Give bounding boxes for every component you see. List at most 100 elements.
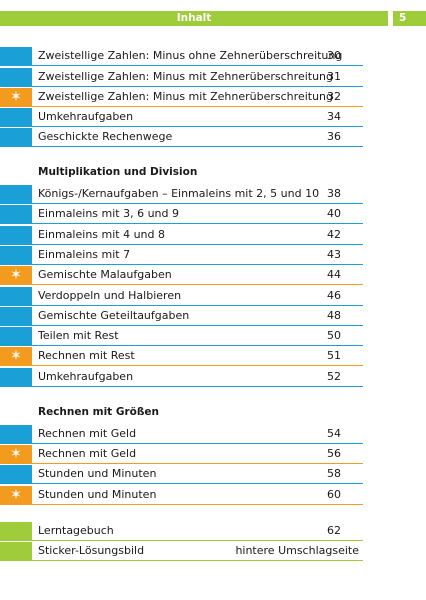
blue-marker: [0, 205, 32, 224]
toc-entry-page: 43: [327, 248, 341, 261]
divider: [32, 345, 363, 346]
divider: [32, 365, 363, 366]
toc-entry: Rechnen mit Geld 54: [0, 425, 363, 444]
toc-entry: Lerntagebuch 62: [0, 522, 363, 541]
divider: [32, 483, 363, 484]
toc-entry-page: 56: [327, 447, 341, 460]
divider: [32, 223, 363, 224]
toc-entry-label: Zweistellige Zahlen: Minus mit Zehnerübe…: [38, 70, 334, 83]
toc-entry-label: Rechnen mit Rest: [38, 349, 135, 362]
toc-entry-page: 31: [327, 70, 341, 83]
toc-entry: ✶ Gemischte Malaufgaben 44: [0, 266, 363, 285]
page-number: 5: [399, 12, 407, 24]
blue-marker: [0, 108, 32, 127]
toc-entry: Königs-/Kernaufgaben – Einmaleins mit 2,…: [0, 185, 363, 204]
toc-entry-label: Sticker-Lösungsbild: [38, 544, 145, 557]
toc-entry-page: 48: [327, 309, 341, 322]
toc-entry: Einmaleins mit 7 43: [0, 246, 363, 265]
divider: [32, 540, 363, 541]
divider: [32, 325, 363, 326]
divider: [32, 106, 363, 107]
toc-entry-page: 34: [327, 110, 341, 123]
toc-entry-label: Geschickte Rechenwege: [38, 130, 173, 143]
toc-entry-page: 50: [327, 329, 341, 342]
toc-entry-label: Rechnen mit Geld: [38, 447, 137, 460]
blue-marker: [0, 327, 32, 346]
toc-entry: ✶ Rechnen mit Geld 56: [0, 445, 363, 464]
toc-entry-label: Verdoppeln und Halbieren: [38, 289, 182, 302]
toc-entry: Teilen mit Rest 50: [0, 327, 363, 346]
star-icon: ✶: [10, 446, 22, 462]
toc-entry-page: 51: [327, 349, 341, 362]
toc-entry-label: Einmaleins mit 4 und 8: [38, 228, 166, 241]
toc-entry-label: Königs-/Kernaufgaben – Einmaleins mit 2,…: [38, 187, 320, 200]
blue-marker: [0, 246, 32, 265]
divider: [32, 126, 363, 127]
blue-marker: [0, 465, 32, 484]
orange-marker: ✶: [0, 486, 32, 505]
toc-entry-page: 52: [327, 370, 341, 383]
toc-entry-label: Stunden und Minuten: [38, 467, 157, 480]
toc-entry: ✶ Zweistellige Zahlen: Minus mit Zehnerüb…: [0, 88, 363, 107]
toc-entry-label: Gemischte Malaufgaben: [38, 268, 172, 281]
orange-marker: ✶: [0, 88, 32, 107]
star-icon: ✶: [10, 487, 22, 503]
toc-entry: Umkehraufgaben 34: [0, 108, 363, 127]
divider: [32, 386, 363, 387]
toc-entry-label: Gemischte Geteiltaufgaben: [38, 309, 190, 322]
toc-entry-label: Stunden und Minuten: [38, 488, 157, 501]
toc-entry-page: 44: [327, 268, 341, 281]
toc-entry: Umkehraufgaben 52: [0, 368, 363, 387]
blue-marker: [0, 226, 32, 245]
orange-marker: ✶: [0, 266, 32, 285]
toc-entry: Zweistellige Zahlen: Minus ohne Zehnerüb…: [0, 47, 363, 66]
divider: [32, 560, 363, 561]
toc-entry: Gemischte Geteiltaufgaben 48: [0, 307, 363, 326]
toc-entry: ✶ Rechnen mit Rest 51: [0, 347, 363, 366]
page-number-box: 5: [393, 11, 426, 26]
divider: [32, 264, 363, 265]
orange-marker: ✶: [0, 445, 32, 464]
blue-marker: [0, 425, 32, 444]
toc-entry-page: 62: [327, 524, 341, 537]
toc-entry: Sticker-Lösungsbild hintere Umschlagseite: [0, 542, 363, 561]
toc-entry-page: 42: [327, 228, 341, 241]
blue-marker: [0, 128, 32, 147]
toc-entry-page: 38: [327, 187, 341, 200]
toc-entry: Verdoppeln und Halbieren 46: [0, 287, 363, 306]
green-marker: [0, 542, 32, 561]
divider: [32, 86, 363, 87]
toc-entry-label: Zweistellige Zahlen: Minus mit Zehnerübe…: [38, 90, 334, 103]
blue-marker: [0, 368, 32, 387]
toc-entry-page: 60: [327, 488, 341, 501]
page-title: Inhalt: [176, 12, 212, 24]
toc-entry: ✶ Stunden und Minuten 60: [0, 486, 363, 505]
toc-entry-page: 46: [327, 289, 341, 302]
toc-entry-page: 58: [327, 467, 341, 480]
star-icon: ✶: [10, 348, 22, 364]
toc-entry-label: Rechnen mit Geld: [38, 427, 137, 440]
blue-marker: [0, 47, 32, 66]
toc-entry-page: 36: [327, 130, 341, 143]
green-marker: [0, 522, 32, 541]
toc-entry: Geschickte Rechenwege 36: [0, 128, 363, 147]
divider: [32, 305, 363, 306]
section-heading: Multiplikation und Division: [38, 166, 198, 178]
divider: [32, 203, 363, 204]
toc-entry: Zweistellige Zahlen: Minus mit Zehnerübe…: [0, 68, 363, 87]
toc-entry: Einmaleins mit 3, 6 und 9 40: [0, 205, 363, 224]
toc-entry: Stunden und Minuten 58: [0, 465, 363, 484]
toc-entry-label: Lerntagebuch: [38, 524, 114, 537]
toc-entry-label: Einmaleins mit 7: [38, 248, 131, 261]
divider: [32, 65, 363, 66]
toc-entry-label: Umkehraufgaben: [38, 370, 134, 383]
divider: [32, 443, 363, 444]
toc-entry-page: 32: [327, 90, 341, 103]
divider: [32, 504, 363, 505]
toc-entry-label: Einmaleins mit 3, 6 und 9: [38, 207, 180, 220]
toc-entry: Einmaleins mit 4 und 8 42: [0, 226, 363, 245]
toc-entry-label: Umkehraufgaben: [38, 110, 134, 123]
divider: [32, 244, 363, 245]
blue-marker: [0, 307, 32, 326]
toc-entry-page: hintere Umschlagseite: [235, 544, 359, 557]
